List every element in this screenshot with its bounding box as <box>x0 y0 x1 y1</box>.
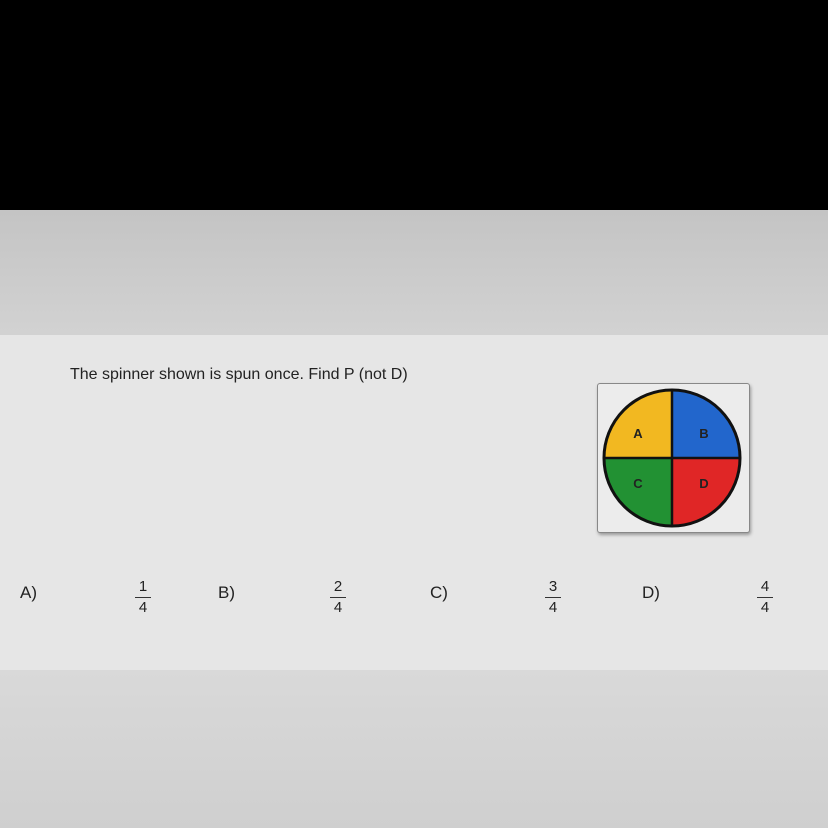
numerator: 2 <box>333 578 343 595</box>
question-text: The spinner shown is spun once. Find P (… <box>70 366 408 383</box>
numerator: 3 <box>548 578 558 595</box>
spinner-image: A B C D <box>597 383 750 533</box>
spinner-section-a <box>604 390 672 458</box>
choice-c-label[interactable]: C) <box>430 583 448 602</box>
denominator: 4 <box>333 599 343 616</box>
denominator: 4 <box>760 599 770 616</box>
denominator: 4 <box>548 599 558 616</box>
dark-bezel <box>0 0 828 210</box>
spinner-label-d: D <box>699 476 708 491</box>
denominator: 4 <box>138 599 148 616</box>
spinner-section-b <box>672 390 740 458</box>
spinner-section-d <box>672 458 740 526</box>
spinner-section-c <box>604 458 672 526</box>
top-panel <box>0 210 828 335</box>
spinner-label-a: A <box>633 426 643 441</box>
choice-a-label[interactable]: A) <box>20 583 37 602</box>
spinner-label-b: B <box>699 426 708 441</box>
bottom-panel <box>0 670 828 828</box>
spinner-label-c: C <box>633 476 643 491</box>
numerator: 1 <box>138 578 148 595</box>
choice-d-label[interactable]: D) <box>642 583 660 602</box>
choice-b-label[interactable]: B) <box>218 583 235 602</box>
numerator: 4 <box>760 578 770 595</box>
